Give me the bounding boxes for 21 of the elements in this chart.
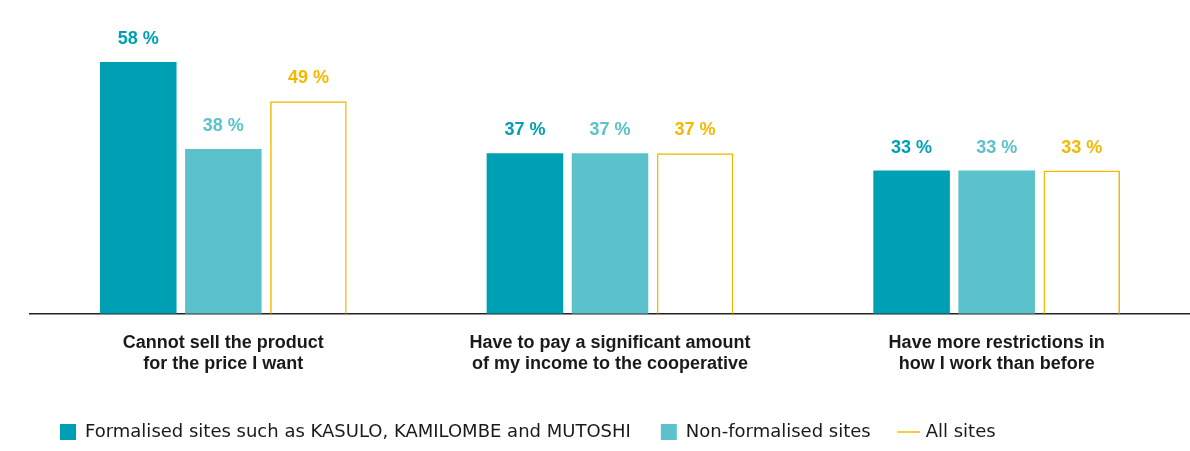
bar: [571, 153, 649, 314]
bar: [99, 62, 177, 314]
data-label: 37 %: [504, 119, 546, 140]
legend-label: Non-formalised sites: [685, 419, 871, 441]
data-label: 37 %: [674, 119, 716, 140]
data-label: 49 %: [287, 67, 329, 88]
bar: [486, 153, 564, 314]
x-tick-label: Have to pay a significant amount of my income to the cooperative: [469, 331, 751, 374]
legend-label: Formalised sites such as KASULO, KAMILOMBE and MUTOSHI: [85, 419, 631, 441]
data-label: 37 %: [589, 119, 631, 140]
legend-label: All sites: [925, 419, 996, 441]
data-label: 38 %: [202, 114, 244, 135]
x-tick-label: Have more restrictions in how I work than before: [888, 331, 1105, 374]
data-label: 33 %: [976, 136, 1018, 157]
data-label: 58 %: [117, 28, 159, 49]
bar: [185, 148, 262, 314]
x-tick-label: Cannot sell the product for the price I want: [122, 331, 324, 374]
data-label: 33 %: [1061, 136, 1103, 157]
bar: [958, 170, 1035, 314]
data-label: 33 %: [891, 136, 933, 157]
bar: [873, 170, 950, 314]
